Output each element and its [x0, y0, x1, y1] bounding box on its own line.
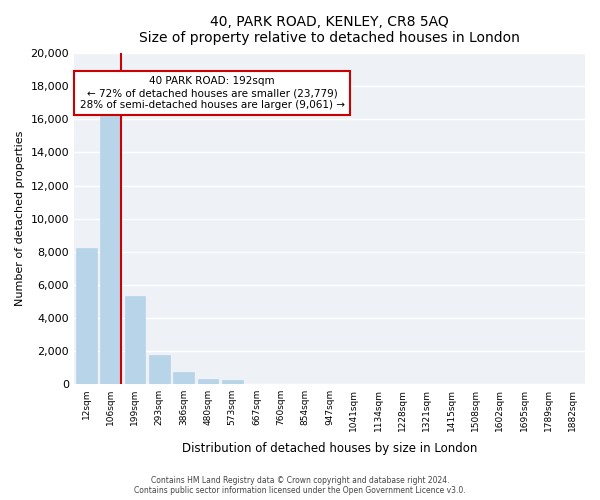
Bar: [100, 110, 121, 384]
Bar: [76, 248, 97, 384]
X-axis label: Distribution of detached houses by size in London: Distribution of detached houses by size …: [182, 442, 477, 455]
Y-axis label: Number of detached properties: Number of detached properties: [15, 131, 25, 306]
Bar: [222, 380, 242, 384]
Title: 40, PARK ROAD, KENLEY, CR8 5AQ
Size of property relative to detached houses in L: 40, PARK ROAD, KENLEY, CR8 5AQ Size of p…: [139, 15, 520, 45]
Bar: [125, 296, 145, 384]
Bar: [149, 355, 170, 384]
Bar: [173, 372, 194, 384]
Bar: [197, 379, 218, 384]
Text: 40 PARK ROAD: 192sqm
← 72% of detached houses are smaller (23,779)
28% of semi-d: 40 PARK ROAD: 192sqm ← 72% of detached h…: [80, 76, 344, 110]
Text: Contains HM Land Registry data © Crown copyright and database right 2024.
Contai: Contains HM Land Registry data © Crown c…: [134, 476, 466, 495]
